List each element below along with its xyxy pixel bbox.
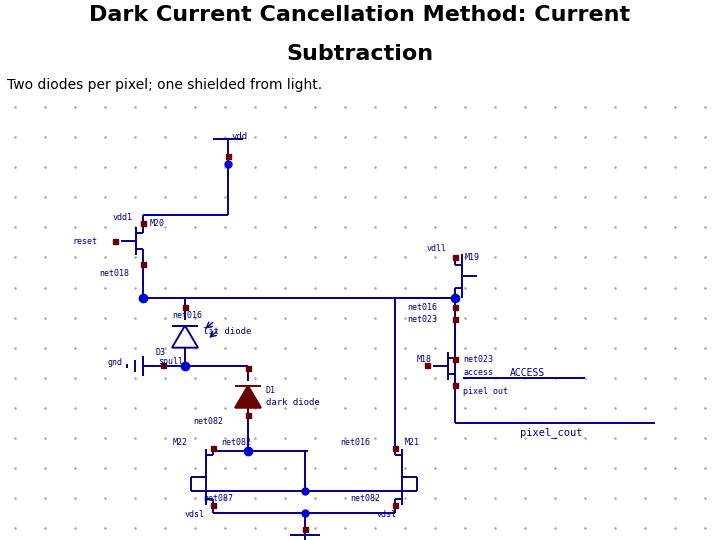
Text: vdsl: vdsl [377, 510, 397, 519]
Text: vdll: vdll [427, 244, 447, 253]
Bar [392, 503, 397, 509]
Text: gnd: gnd [108, 358, 123, 367]
Bar [246, 366, 251, 371]
Text: net016: net016 [407, 303, 437, 312]
Bar [452, 383, 457, 388]
Text: pixel_cout: pixel_cout [520, 427, 582, 438]
Text: M19: M19 [465, 253, 480, 262]
Text: M22: M22 [173, 438, 188, 447]
Text: net023: net023 [463, 355, 493, 364]
Bar [112, 239, 117, 244]
Text: access: access [463, 368, 493, 377]
Text: Dark Current Cancellation Method: Current: Dark Current Cancellation Method: Curren… [89, 5, 631, 25]
Text: D1: D1 [266, 386, 276, 395]
Text: ACCESS: ACCESS [510, 368, 545, 377]
Text: net082: net082 [193, 417, 223, 426]
Text: net023: net023 [407, 315, 437, 324]
Bar [452, 357, 457, 362]
Bar [182, 305, 187, 310]
Bar [140, 221, 145, 226]
Text: Subtraction: Subtraction [287, 44, 433, 64]
Text: M18: M18 [417, 355, 432, 364]
Bar [246, 413, 251, 418]
Text: M20: M20 [150, 219, 165, 228]
Polygon shape [235, 386, 261, 408]
Text: net016: net016 [340, 438, 370, 447]
Bar [140, 262, 145, 267]
Text: dark diode: dark diode [266, 399, 320, 407]
Bar [392, 447, 397, 451]
Text: net016: net016 [172, 311, 202, 320]
Bar [302, 528, 307, 532]
Text: lit diode: lit diode [203, 327, 251, 336]
Text: M21: M21 [405, 438, 420, 447]
Bar [161, 363, 166, 368]
Bar [452, 317, 457, 322]
Bar [425, 363, 430, 368]
Bar [225, 154, 230, 159]
Text: net018: net018 [99, 269, 129, 278]
Text: vdd: vdd [232, 132, 248, 141]
Text: spull: spull [158, 357, 183, 366]
Text: D3: D3 [155, 348, 165, 357]
Text: pixel out: pixel out [463, 387, 508, 396]
Text: net082: net082 [350, 495, 380, 503]
Text: vdd1: vdd1 [113, 213, 133, 222]
Text: vdsl: vdsl [185, 510, 205, 519]
Text: net082: net082 [221, 438, 251, 447]
Bar [452, 305, 457, 310]
Text: net087: net087 [203, 495, 233, 503]
Text: reset: reset [73, 237, 98, 246]
Bar [452, 255, 457, 260]
Bar [210, 447, 215, 451]
Bar [210, 503, 215, 509]
Text: Two diodes per pixel; one shielded from light.: Two diodes per pixel; one shielded from … [7, 78, 323, 92]
